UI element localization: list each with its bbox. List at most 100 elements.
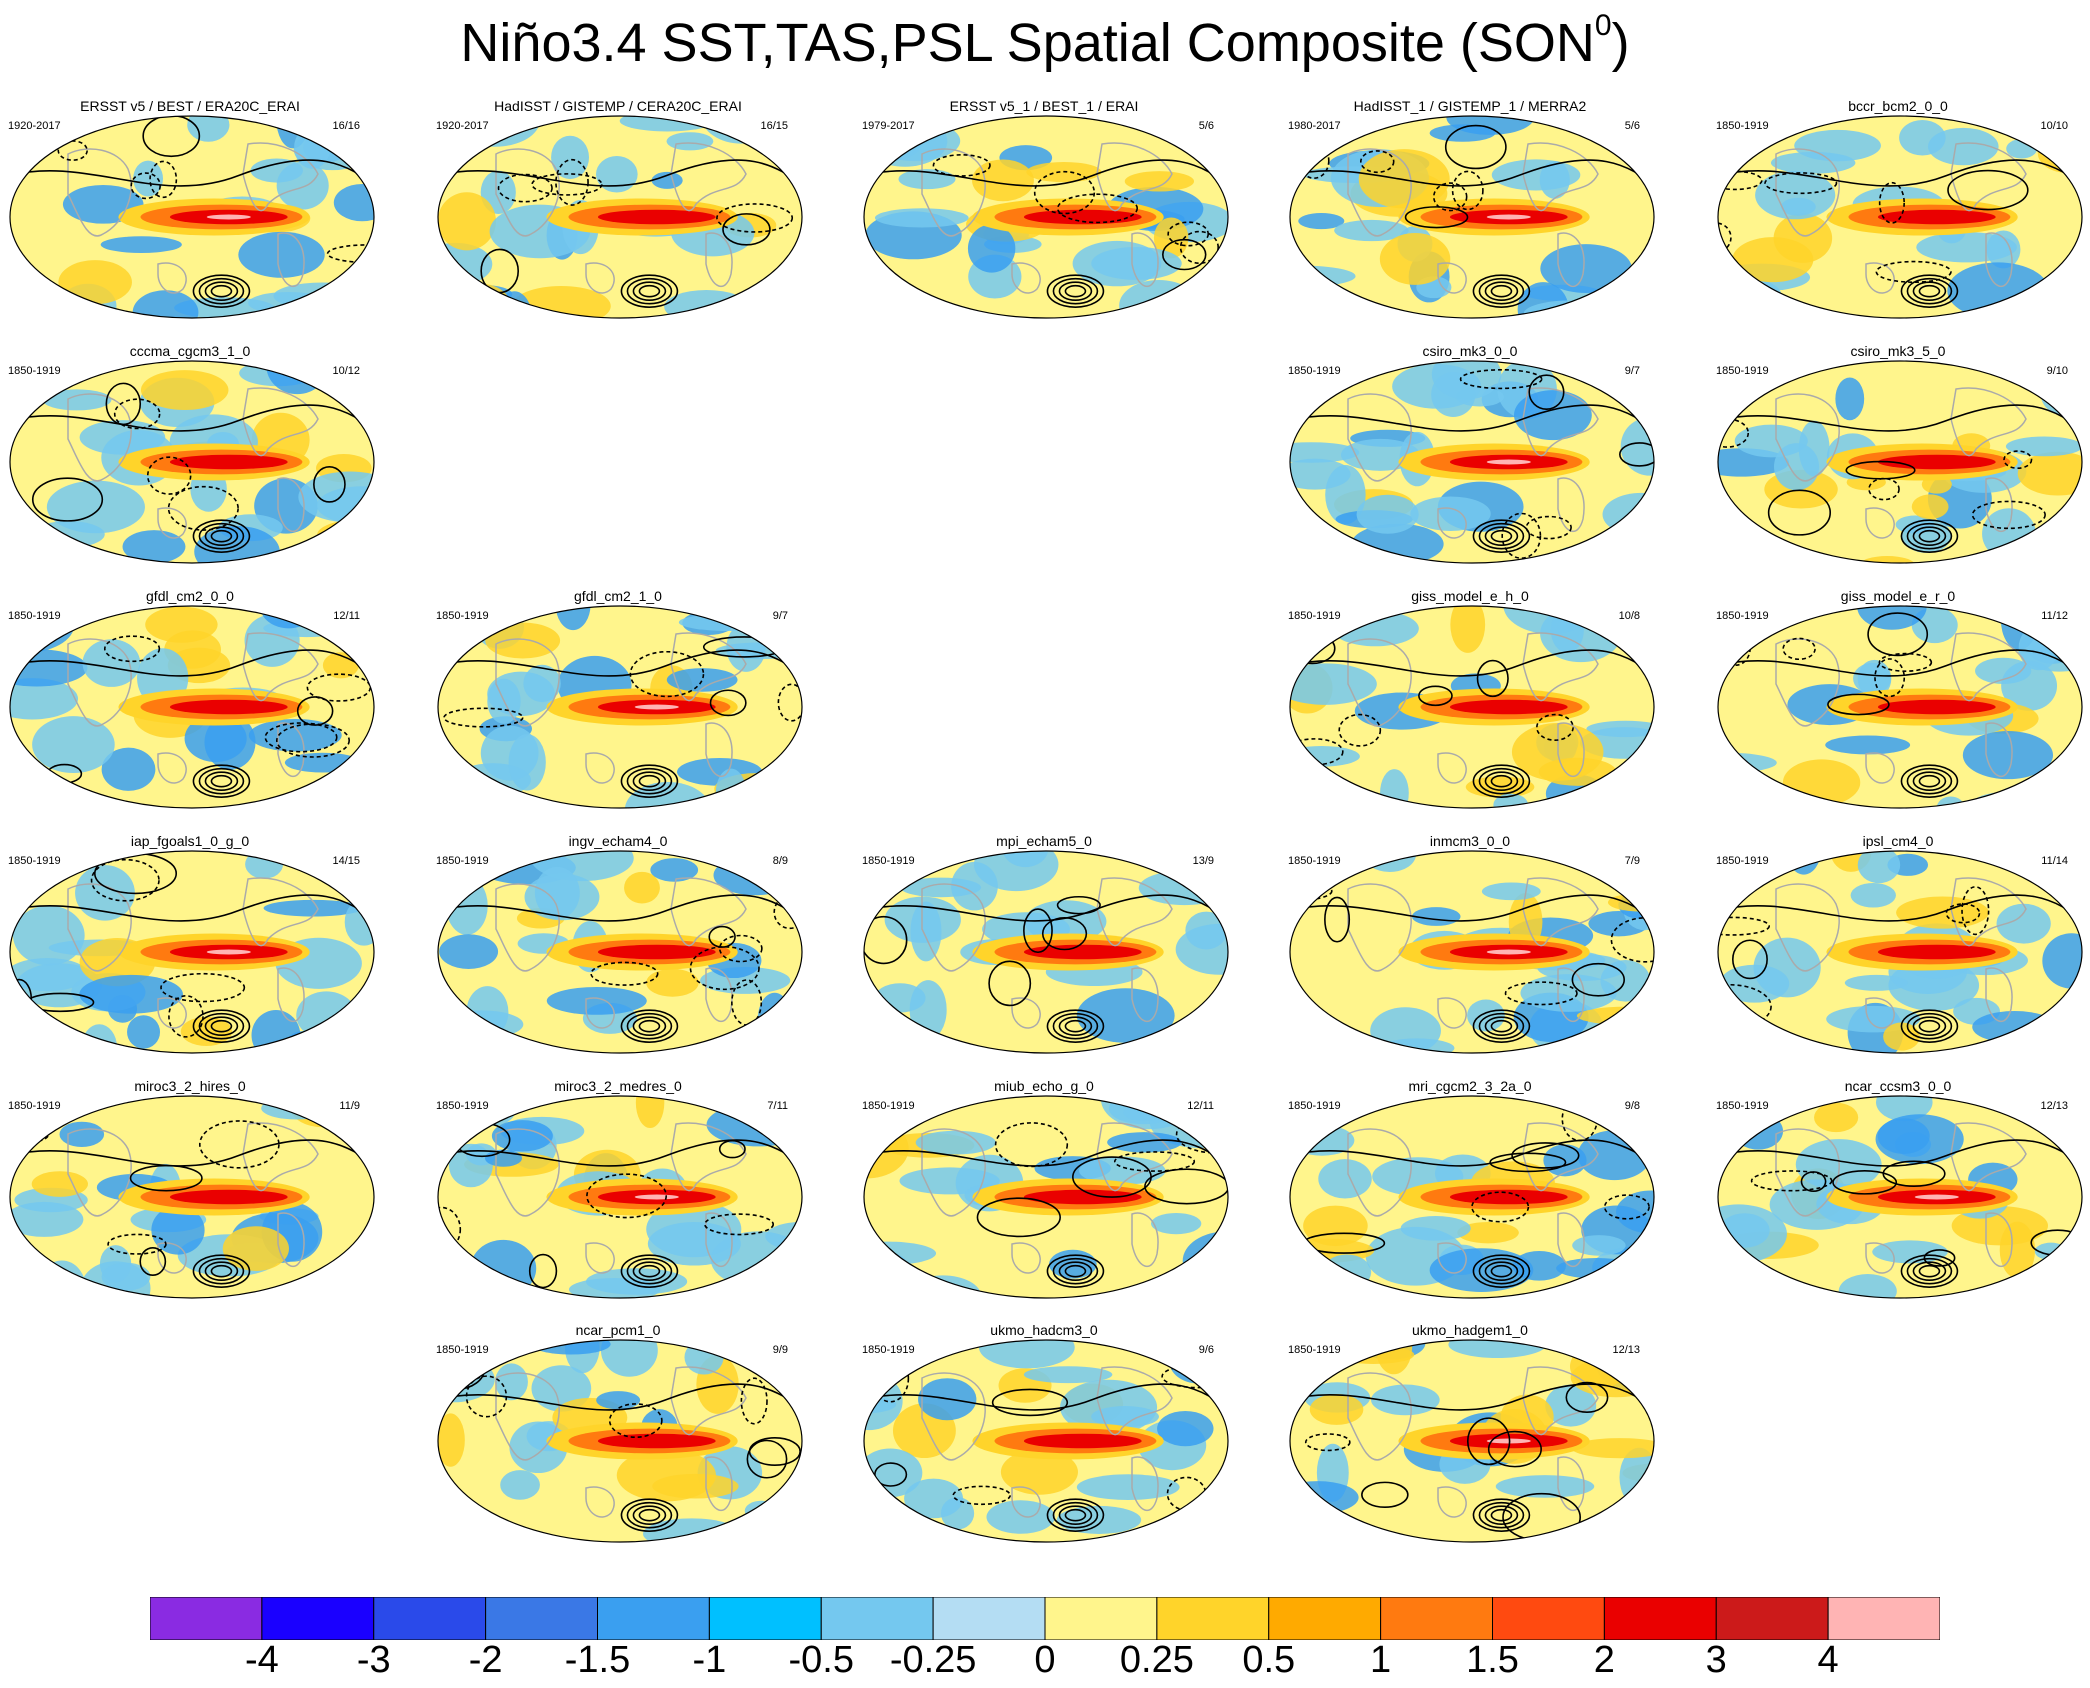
composite-map — [437, 605, 803, 809]
composite-map — [437, 115, 803, 319]
colorbar-label: -4 — [244, 1639, 279, 1681]
colorbar-label: 1.5 — [1466, 1639, 1519, 1681]
map-panel: inmcm3_0_0 1850-1919 7/9 — [1280, 833, 1660, 1067]
panel-count: 16/16 — [332, 120, 360, 132]
panel-title: gfdl_cm2_0_0 — [146, 588, 234, 604]
panel-period: 1850-1919 — [8, 1100, 61, 1112]
colorbar-swatch — [820, 1597, 934, 1640]
map-panel: csiro_mk3_5_0 1850-1919 9/10 — [1708, 343, 2088, 577]
colorbar-swatch — [708, 1597, 822, 1640]
map-panel: ncar_ccsm3_0_0 1850-1919 12/13 — [1708, 1078, 2088, 1312]
map-panel: ukmo_hadgem1_0 1850-1919 12/13 — [1280, 1322, 1660, 1556]
panel-count: 11/9 — [339, 1100, 360, 1112]
colorbar-swatch — [1380, 1597, 1493, 1640]
panel-period: 1980-2017 — [1288, 120, 1341, 132]
panel-title: csiro_mk3_5_0 — [1850, 343, 1946, 359]
panel-period: 1850-1919 — [1716, 120, 1769, 132]
panel-period: 1850-1919 — [8, 365, 61, 377]
map-panel: miroc3_2_medres_0 1850-1919 7/11 — [428, 1078, 808, 1312]
colorbar-swatch — [261, 1597, 375, 1640]
panel-count: 10/8 — [1618, 610, 1640, 622]
panel-count: 12/11 — [333, 610, 360, 622]
map-panel: gfdl_cm2_0_0 1850-1919 12/11 — [0, 588, 380, 822]
panel-title: csiro_mk3_0_0 — [1422, 343, 1518, 359]
panel-count: 5/6 — [1624, 120, 1640, 132]
panel-count: 14/15 — [332, 855, 360, 867]
panel-count: 9/6 — [1198, 1344, 1214, 1356]
panel-count: 8/9 — [772, 855, 788, 867]
colorbar-swatch — [1044, 1597, 1158, 1640]
colorbar-label: 3 — [1705, 1639, 1727, 1681]
panel-title: ingv_echam4_0 — [568, 833, 668, 849]
panel-period: 1920-2017 — [436, 120, 489, 132]
title-text: Niño3.4 SST,TAS,PSL Spatial Composite (S… — [460, 13, 1595, 73]
colorbar-swatch — [1156, 1597, 1270, 1640]
colorbar-label: -0.25 — [889, 1639, 977, 1681]
panel-period: 1850-1919 — [862, 1344, 915, 1356]
panel-count: 13/9 — [1192, 855, 1214, 867]
colorbar-label: -3 — [356, 1639, 391, 1681]
panel-period: 1850-1919 — [8, 610, 61, 622]
panel-period: 1850-1919 — [862, 1100, 915, 1112]
panel-title: mpi_echam5_0 — [996, 833, 1092, 849]
panel-title: mri_cgcm2_3_2a_0 — [1408, 1078, 1532, 1094]
composite-map — [437, 1095, 803, 1299]
colorbar-swatch — [597, 1597, 710, 1640]
map-panel: cccma_cgcm3_1_0 1850-1919 10/12 — [0, 343, 380, 577]
panel-title: miub_echo_g_0 — [994, 1078, 1094, 1094]
colorbar-swatch — [1715, 1597, 1829, 1640]
composite-map — [1289, 1339, 1655, 1543]
panel-period: 1850-1919 — [8, 855, 61, 867]
panel-title: ncar_pcm1_0 — [575, 1322, 661, 1338]
colorbar-label: 0.25 — [1119, 1639, 1194, 1681]
panel-title: ipsl_cm4_0 — [1862, 833, 1934, 849]
panel-title: miroc3_2_medres_0 — [554, 1078, 682, 1094]
panel-title: ERSST v5_1 / BEST_1 / ERAI — [949, 98, 1139, 114]
panel-period: 1850-1919 — [1288, 365, 1341, 377]
panel-title: ukmo_hadcm3_0 — [990, 1322, 1098, 1338]
panel-count: 11/14 — [2041, 855, 2068, 867]
map-panel: ukmo_hadcm3_0 1850-1919 9/6 — [854, 1322, 1234, 1556]
map-panel: miroc3_2_hires_0 1850-1919 11/9 — [0, 1078, 380, 1312]
map-panel: gfdl_cm2_1_0 1850-1919 9/7 — [428, 588, 808, 822]
panel-count: 9/10 — [2046, 365, 2068, 377]
map-panel: HadISST / GISTEMP / CERA20C_ERAI 1920-201… — [428, 98, 808, 332]
composite-map — [1717, 605, 2083, 809]
composite-map — [1289, 1095, 1655, 1299]
colorbar — [150, 1597, 1940, 1640]
panel-period: 1920-2017 — [8, 120, 61, 132]
panel-count: 9/7 — [772, 610, 788, 622]
map-panel: ipsl_cm4_0 1850-1919 11/14 — [1708, 833, 2088, 1067]
colorbar-swatch — [1268, 1597, 1382, 1640]
map-panel: ERSST v5_1 / BEST_1 / ERAI 1979-2017 5/6 — [854, 98, 1234, 332]
map-panel: ERSST v5 / BEST / ERA20C_ERAI 1920-2017 16… — [0, 98, 380, 332]
panel-count: 16/15 — [760, 120, 788, 132]
panel-period: 1850-1919 — [1716, 365, 1769, 377]
panel-count: 12/13 — [1612, 1344, 1640, 1356]
composite-map — [1289, 850, 1655, 1054]
panel-title: giss_model_e_h_0 — [1411, 588, 1529, 604]
map-panel: HadISST_1 / GISTEMP_1 / MERRA2 1980-2017 5… — [1280, 98, 1660, 332]
composite-map — [1289, 360, 1655, 564]
panel-count: 7/11 — [767, 1100, 788, 1112]
panel-title: gfdl_cm2_1_0 — [574, 588, 662, 604]
panel-period: 1850-1919 — [436, 1100, 489, 1112]
panel-period: 1850-1919 — [1288, 1344, 1341, 1356]
panel-period: 1850-1919 — [1288, 610, 1341, 622]
colorbar-swatch — [373, 1597, 487, 1640]
panel-period: 1850-1919 — [436, 1344, 489, 1356]
panel-title: giss_model_e_r_0 — [1840, 588, 1956, 604]
map-panel: ingv_echam4_0 1850-1919 8/9 — [428, 833, 808, 1067]
colorbar-label: 1 — [1370, 1639, 1392, 1681]
colorbar-label: 4 — [1817, 1639, 1839, 1681]
title-close: ) — [1611, 13, 1630, 73]
colorbar-swatch — [485, 1597, 598, 1640]
panel-count: 10/10 — [2040, 120, 2068, 132]
colorbar-label: 2 — [1593, 1639, 1615, 1681]
composite-map — [1717, 360, 2083, 564]
composite-map — [9, 360, 375, 564]
composite-map — [437, 850, 803, 1054]
colorbar-swatch — [150, 1597, 263, 1640]
composite-map — [9, 115, 375, 319]
map-panel: iap_fgoals1_0_g_0 1850-1919 14/15 — [0, 833, 380, 1067]
